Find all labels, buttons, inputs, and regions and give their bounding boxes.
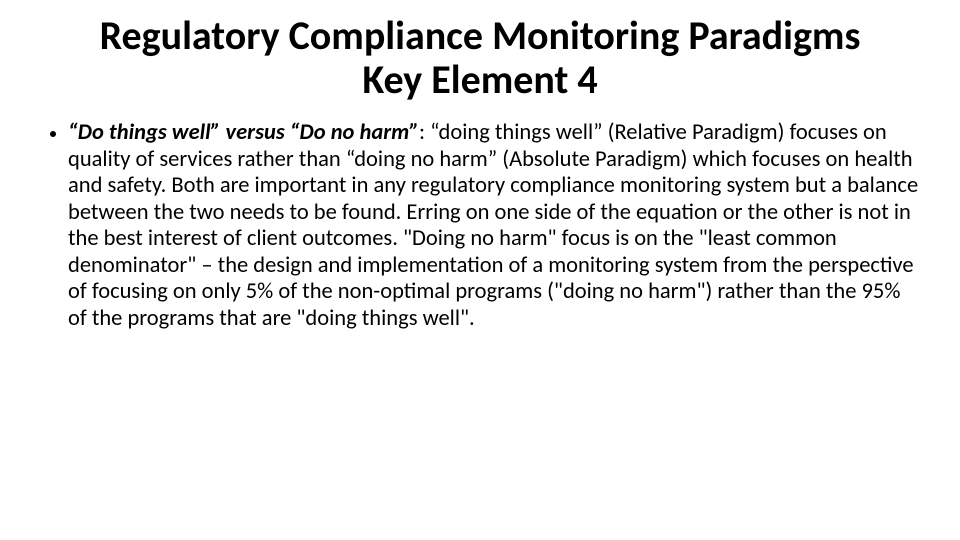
bullet-text: : “doing things well” (Relative Paradigm… — [68, 119, 918, 332]
title-line-1: Regulatory Compliance Monitoring Paradig… — [100, 11, 861, 60]
slide-body: “Do things well” versus “Do no harm”: “d… — [40, 120, 920, 332]
bullet-lead: “Do things well” versus “Do no harm” — [68, 119, 419, 146]
title-line-2: Key Element 4 — [362, 55, 597, 104]
bullet-list: “Do things well” versus “Do no harm”: “d… — [40, 120, 920, 332]
slide: Regulatory Compliance Monitoring Paradig… — [0, 0, 960, 540]
slide-title: Regulatory Compliance Monitoring Paradig… — [40, 14, 920, 102]
bullet-item: “Do things well” versus “Do no harm”: “d… — [68, 120, 920, 332]
